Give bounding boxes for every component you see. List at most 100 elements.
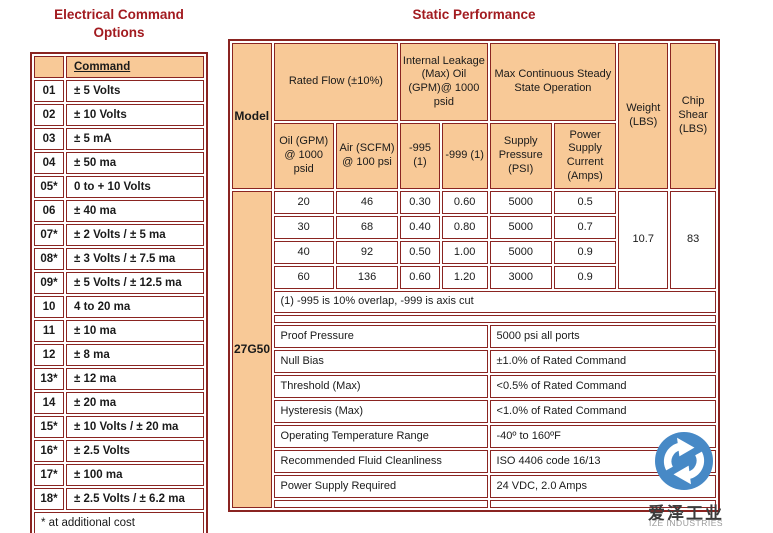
command-value-cell: ± 3 Volts / ± 7.5 ma — [66, 248, 204, 270]
header-row-sub: Oil (GPM) @ 1000 psid Air (SCFM) @ 100 p… — [232, 123, 716, 189]
command-value-cell: ± 10 Volts / ± 20 ma — [66, 416, 204, 438]
flow-cell: 46 — [335, 191, 399, 214]
spec-label-cell: Hysteresis (Max) — [273, 400, 488, 423]
table-footer-row: * at additional cost — [34, 512, 204, 533]
table-header-row: Command — [34, 56, 204, 78]
command-code-cell: 09* — [34, 272, 64, 294]
flow-data-row: 27G50 20 46 0.30 0.60 5000 0.5 10.7 83 — [232, 191, 716, 508]
spacer-row — [232, 500, 716, 508]
leakage-footnote-cell: (1) -995 is 10% overlap, -999 is axis cu… — [273, 291, 716, 313]
static-performance-table: Model Rated Flow (±10%) Internal Leakage… — [228, 39, 720, 512]
spec-row: Threshold (Max) <0.5% of Rated Command — [232, 375, 716, 398]
table-row: 12 ± 8 ma — [34, 344, 204, 366]
spacer-row — [232, 315, 716, 323]
flow-cell: 0.7 — [553, 216, 617, 239]
air-subheader-cell: Air (SCFM) @ 100 psi — [335, 123, 399, 189]
spec-row: Null Bias ±1.0% of Rated Command — [232, 350, 716, 373]
table-row: 14 ± 20 ma — [34, 392, 204, 414]
supply-pressure-subheader-cell: Supply Pressure (PSI) — [489, 123, 552, 189]
command-header-cell: Command — [66, 56, 204, 78]
command-value-cell: ± 12 ma — [66, 368, 204, 390]
flow-cell: 0.5 — [553, 191, 617, 214]
left-panel-title: Electrical Command Options — [54, 7, 184, 41]
command-code-cell: 15* — [34, 416, 64, 438]
table-row: 05* 0 to + 10 Volts — [34, 176, 204, 198]
spec-label-cell: Power Supply Required — [273, 475, 488, 498]
command-value-cell: 4 to 20 ma — [66, 296, 204, 318]
right-panel-title: Static Performance — [412, 7, 536, 22]
command-value-cell: ± 8 ma — [66, 344, 204, 366]
command-code-cell: 18* — [34, 488, 64, 510]
table-row: 09* ± 5 Volts / ± 12.5 ma — [34, 272, 204, 294]
flow-cell: 0.30 — [400, 191, 440, 214]
table-row: 07* ± 2 Volts / ± 5 ma — [34, 224, 204, 246]
command-code-cell: 07* — [34, 224, 64, 246]
command-value-cell: ± 10 Volts — [66, 104, 204, 126]
table-row: 15* ± 10 Volts / ± 20 ma — [34, 416, 204, 438]
spec-value-cell: <0.5% of Rated Command — [489, 375, 716, 398]
spec-label-cell: Recommended Fluid Cleanliness — [273, 450, 488, 473]
command-value-cell: ± 10 ma — [66, 320, 204, 342]
spec-value-cell: 5000 psi all ports — [489, 325, 716, 348]
table-row: 13* ± 12 ma — [34, 368, 204, 390]
command-code-cell: 17* — [34, 464, 64, 486]
flow-cell: 0.60 — [441, 191, 488, 214]
command-code-cell: 10 — [34, 296, 64, 318]
table-row: 18* ± 2.5 Volts / ± 6.2 ma — [34, 488, 204, 510]
command-value-cell: ± 5 Volts / ± 12.5 ma — [66, 272, 204, 294]
command-value-cell: ± 2 Volts / ± 5 ma — [66, 224, 204, 246]
command-value-cell: ± 5 mA — [66, 128, 204, 150]
code-header-cell — [34, 56, 64, 78]
rated-flow-header-cell: Rated Flow (±10%) — [273, 43, 399, 121]
power-supply-current-subheader-cell: Power Supply Current (Amps) — [553, 123, 617, 189]
command-code-cell: 13* — [34, 368, 64, 390]
table-row: 03 ± 5 mA — [34, 128, 204, 150]
command-value-cell: 0 to + 10 Volts — [66, 176, 204, 198]
table-row: 02 ± 10 Volts — [34, 104, 204, 126]
spec-value-cell: <1.0% of Rated Command — [489, 400, 716, 423]
flow-cell: 0.50 — [400, 241, 440, 264]
command-value-cell: ± 100 ma — [66, 464, 204, 486]
command-value-cell: ± 50 ma — [66, 152, 204, 174]
command-code-cell: 06 — [34, 200, 64, 222]
brand-name-en: IZE INDUSTRIES — [648, 518, 724, 528]
table-row: 04 ± 50 ma — [34, 152, 204, 174]
spec-label-cell: Threshold (Max) — [273, 375, 488, 398]
command-value-cell: ± 20 ma — [66, 392, 204, 414]
spec-row: Hysteresis (Max) <1.0% of Rated Command — [232, 400, 716, 423]
spec-row: Operating Temperature Range -40º to 160º… — [232, 425, 716, 448]
flow-cell: 1.00 — [441, 241, 488, 264]
flow-cell: 0.80 — [441, 216, 488, 239]
spacer-cell — [273, 500, 488, 508]
model-header-cell: Model — [232, 43, 272, 189]
command-code-cell: 11 — [34, 320, 64, 342]
internal-leakage-header-cell: Internal Leakage (Max) Oil (GPM)@ 1000 p… — [400, 43, 488, 121]
n999-subheader-cell: -999 (1) — [441, 123, 488, 189]
table-row: 11 ± 10 ma — [34, 320, 204, 342]
flow-cell: 1.20 — [441, 266, 488, 289]
command-code-cell: 02 — [34, 104, 64, 126]
spec-label-cell: Proof Pressure — [273, 325, 488, 348]
table-row: 01 ± 5 Volts — [34, 80, 204, 102]
spec-row: Proof Pressure 5000 psi all ports — [232, 325, 716, 348]
flow-cell: 20 — [273, 191, 334, 214]
table-row: 08* ± 3 Volts / ± 7.5 ma — [34, 248, 204, 270]
electrical-command-options-table: Command 01 ± 5 Volts 02 ± 10 Volts 03 ± 5 m… — [30, 52, 208, 533]
model-value-cell: 27G50 — [232, 191, 272, 508]
additional-cost-footnote: * at additional cost — [34, 512, 204, 533]
flow-cell: 92 — [335, 241, 399, 264]
flow-cell: 5000 — [489, 191, 552, 214]
command-code-cell: 08* — [34, 248, 64, 270]
weight-header-cell: Weight (LBS) — [618, 43, 669, 189]
spec-row: Recommended Fluid Cleanliness ISO 4406 c… — [232, 450, 716, 473]
flow-cell: 0.40 — [400, 216, 440, 239]
spec-value-cell: ±1.0% of Rated Command — [489, 350, 716, 373]
spacer-cell — [489, 500, 716, 508]
spec-row: Power Supply Required 24 VDC, 2.0 Amps — [232, 475, 716, 498]
oil-subheader-cell: Oil (GPM) @ 1000 psid — [273, 123, 334, 189]
command-value-cell: ± 5 Volts — [66, 80, 204, 102]
spec-label-cell: Null Bias — [273, 350, 488, 373]
flow-cell: 68 — [335, 216, 399, 239]
command-code-cell: 01 — [34, 80, 64, 102]
flow-cell: 3000 — [489, 266, 552, 289]
